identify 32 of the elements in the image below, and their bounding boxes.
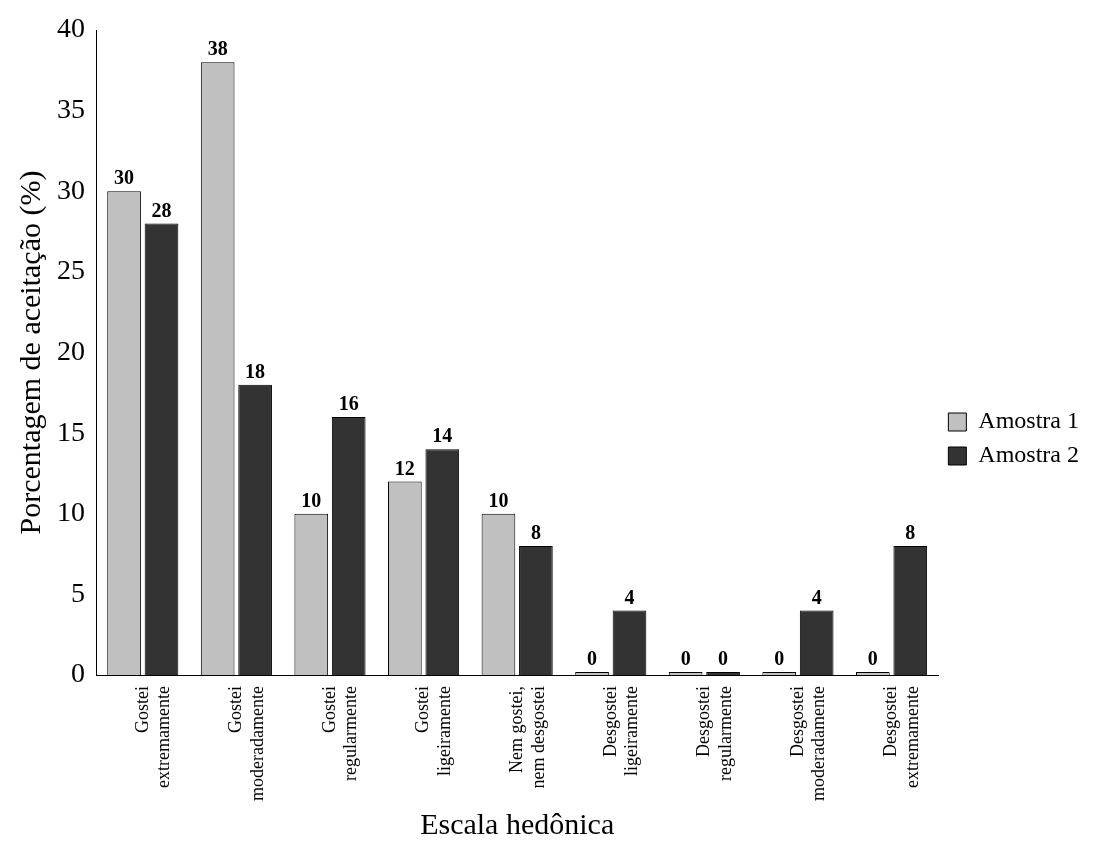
data-label: 30 — [114, 166, 135, 189]
data-label: 16 — [338, 392, 359, 415]
data-label: 38 — [207, 37, 228, 60]
y-tick-label: 15 — [57, 415, 85, 447]
y-tick-label: 10 — [57, 496, 85, 528]
legend-label: Amostra 1 — [978, 407, 1079, 434]
data-label: 12 — [394, 456, 415, 479]
data-label: 0 — [718, 647, 729, 670]
data-label: 4 — [624, 585, 635, 608]
data-label: 4 — [811, 585, 822, 608]
x-axis-title: Escala hedônica — [420, 806, 615, 840]
y-tick-label: 0 — [71, 657, 85, 689]
y-axis-title: Porcentagem de aceitação (%) — [12, 170, 47, 535]
data-label: 0 — [867, 647, 878, 670]
data-label: 0 — [774, 647, 785, 670]
data-label: 14 — [432, 424, 453, 447]
x-tick-label: Gostei extremamente — [131, 686, 174, 789]
data-label: 0 — [680, 647, 691, 670]
y-tick-label: 20 — [57, 334, 85, 366]
data-label: 10 — [301, 488, 322, 511]
data-label: 0 — [587, 647, 598, 670]
data-label: 18 — [245, 359, 266, 382]
data-label: 8 — [905, 521, 916, 544]
data-label: 28 — [151, 198, 172, 221]
y-tick-label: 35 — [57, 92, 85, 124]
legend-label: Amostra 2 — [978, 441, 1079, 468]
data-label: 10 — [488, 488, 509, 511]
y-tick-label: 25 — [57, 254, 85, 286]
y-tick-label: 40 — [57, 12, 85, 44]
data-label: 8 — [530, 521, 541, 544]
y-tick-label: 5 — [71, 576, 85, 608]
y-tick-label: 30 — [57, 173, 85, 205]
